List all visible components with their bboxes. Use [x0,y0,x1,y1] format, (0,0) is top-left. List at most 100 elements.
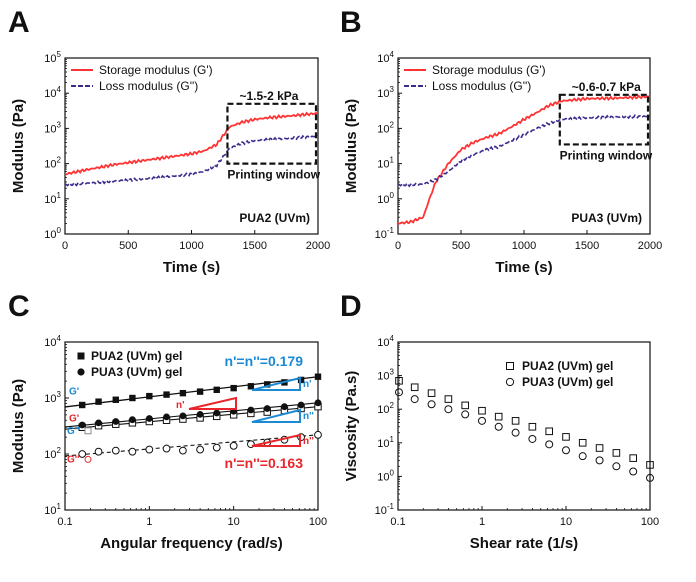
marker-pua3-g- [95,419,102,427]
y-tick-label-A: 100 [44,226,61,241]
marker-pua3-g- [213,409,221,417]
y-tick-label-B: 102 [377,120,394,135]
marker-pua3-viscosity [528,434,537,443]
marker-pua3-g- [247,406,255,414]
legend-label-storage-A: Storage modulus (G') [99,63,213,77]
marker-pua3-viscosity [578,452,587,461]
label-marker-open-square [84,427,92,435]
legend-label-pua3-d: PUA3 (UVm) gel [522,375,613,389]
legend-label-storage-B: Storage modulus (G') [432,63,546,77]
marker-pua2-g- [163,391,170,398]
marker-pua3-g- [78,421,86,429]
y-axis-title-D: Viscosity (Pa.s) [343,371,360,482]
x-tick-label-A: 500 [119,240,137,252]
x-tick-label-D: 10 [560,516,572,528]
y-tick-label-B: 104 [377,50,394,65]
marker-pua3-g- [94,447,103,456]
marker-pua3-viscosity [427,400,436,409]
legend-label-loss-B: Loss modulus (G'') [432,79,531,93]
slope-triangle-blue-upper [251,376,301,391]
x-tick-label-A: 0 [62,240,68,252]
sample-label-B: PUA3 (UVm) [571,211,642,225]
legend-label-pua3-c: PUA3 (UVm) gel [91,365,182,379]
marker-pua2-g- [95,398,102,405]
y-tick-label-A: 101 [44,191,61,206]
marker-pua3-viscosity [545,440,554,449]
marker-pua2-viscosity [545,427,554,436]
fit-line-pua2-g- [64,406,319,430]
slope-triangle-red-upper [188,396,237,410]
marker-pua2-viscosity [612,449,621,457]
fit-line-pua3-g- [64,434,319,457]
y-axis-title-B: Modulus (Pa) [343,99,360,193]
panel-letter-c: C [8,290,30,323]
printing-window-box-B [558,93,650,146]
marker-pua3-g- [314,399,322,407]
marker-pua3-viscosity [612,462,621,471]
marker-pua2-g- [297,376,305,384]
marker-pua2-g- [146,392,153,400]
marker-pua2-viscosity [629,454,638,462]
marker-pua2-g- [79,401,86,409]
series-line-B-loss [397,113,651,188]
marker-pua2-viscosity [494,412,503,421]
marker-pua2-g- [213,386,220,394]
panel-letter-b: B [340,6,362,39]
y-tick-label-D: 100 [377,468,394,483]
y-tick-label-D: 102 [377,401,394,416]
y-tick-label-C: 101 [44,502,61,517]
marker-pua2-g- [179,389,187,397]
printing-window-box-A [226,102,318,165]
x-tick-label-B: 1000 [512,240,536,252]
x-axis-title-A: Time (s) [163,259,220,276]
x-tick-label-D: 1 [479,516,485,528]
plot-frame-D [397,341,651,511]
x-tick-label-C: 100 [309,516,327,528]
marker-pua2-g- [112,396,119,403]
marker-pua3-g- [263,405,271,412]
y-tick-label-B: 101 [377,156,394,171]
label-n-prime-blue: n' [303,379,312,390]
slope-triangle-red-lower [251,433,301,447]
panel-letter-a: A [8,6,30,39]
marker-pua2-g- [196,388,204,395]
marker-pua3-g- [212,443,221,452]
x-tick-label-D: 0.1 [390,516,405,528]
marker-pua3-g- [163,413,170,421]
marker-pua2-viscosity [478,406,486,415]
marker-pua3-g- [178,446,187,455]
y-tick-label-A: 104 [44,85,61,100]
x-tick-label-C: 0.1 [57,516,72,528]
plot-frame-C [64,341,319,511]
marker-pua3-viscosity [629,467,638,476]
series-line-A-storage [64,111,319,176]
marker-pua3-g- [112,418,120,425]
legend-marker-pua3 [77,368,85,376]
x-tick-label-D: 100 [641,516,659,528]
y-tick-label-A: 103 [44,120,61,135]
x-tick-label-A: 1000 [179,240,203,252]
legend-marker-pua3-d [505,377,515,387]
marker-pua3-g- [196,410,204,418]
marker-pua3-g- [129,416,136,424]
label-n-double-prime-blue: n'' [303,411,314,422]
range-label-B: ~0.6-0.7 kPa [572,80,641,94]
x-tick-label-A: 2000 [306,240,330,252]
marker-pua2-viscosity [578,439,587,447]
marker-pua2-viscosity [595,444,604,452]
x-axis-title-D: Shear rate (1/s) [470,535,578,552]
y-tick-label-D: 10-1 [375,502,395,517]
marker-pua3-g- [314,430,322,439]
y-tick-label-A: 102 [44,156,61,171]
label-marker-open-circle [84,455,92,463]
marker-pua3-g- [179,412,187,420]
y-axis-title-A: Modulus (Pa) [10,99,27,193]
y-tick-label-B: 10-1 [375,226,395,241]
marker-pua2-viscosity [562,433,570,441]
marker-pua3-viscosity [646,473,654,482]
marker-pua2-g- [230,384,237,392]
label-n-double-prime-red: n'' [303,436,314,447]
y-tick-label-C: 104 [44,334,61,349]
printing-window-label-A: Printing window [227,168,320,182]
